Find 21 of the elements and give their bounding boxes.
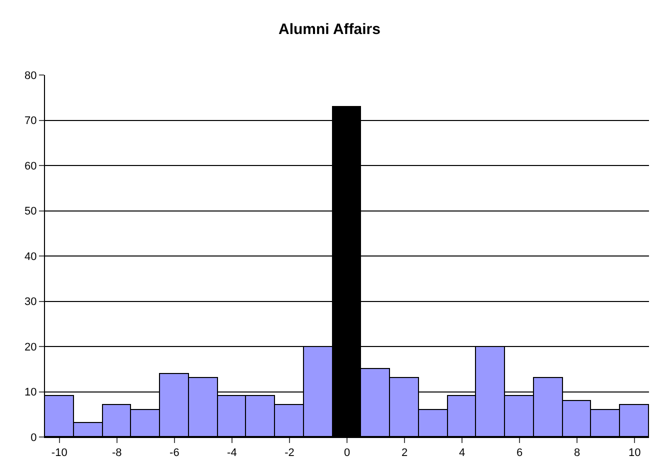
x-tick-label: 10 bbox=[628, 447, 641, 460]
x-tick-label: 6 bbox=[516, 447, 523, 460]
x-tick-label: -8 bbox=[112, 447, 122, 460]
x-tick-label: 8 bbox=[574, 447, 580, 460]
y-tick-label: 30 bbox=[24, 296, 37, 308]
x-tick-label: -4 bbox=[227, 447, 237, 460]
x-tick-label: 0 bbox=[344, 447, 350, 460]
x-tick-label: 4 bbox=[458, 447, 466, 460]
x-tick-label: 2 bbox=[401, 447, 408, 460]
x-tick-label: -2 bbox=[284, 447, 294, 460]
x-tick-label: -10 bbox=[51, 447, 68, 460]
y-tick-label: 80 bbox=[24, 70, 37, 82]
y-tick-label: 20 bbox=[24, 341, 37, 354]
y-tick-label: 50 bbox=[24, 206, 37, 218]
y-tick-label: 40 bbox=[24, 250, 37, 263]
y-tick-label: 0 bbox=[30, 432, 37, 444]
chart-title: Alumni Affairs bbox=[278, 21, 380, 38]
y-tick-label: 60 bbox=[24, 160, 37, 172]
y-tick-label: 10 bbox=[24, 386, 37, 399]
y-tick-label: 70 bbox=[24, 115, 37, 128]
x-tick-label: -6 bbox=[170, 447, 180, 460]
